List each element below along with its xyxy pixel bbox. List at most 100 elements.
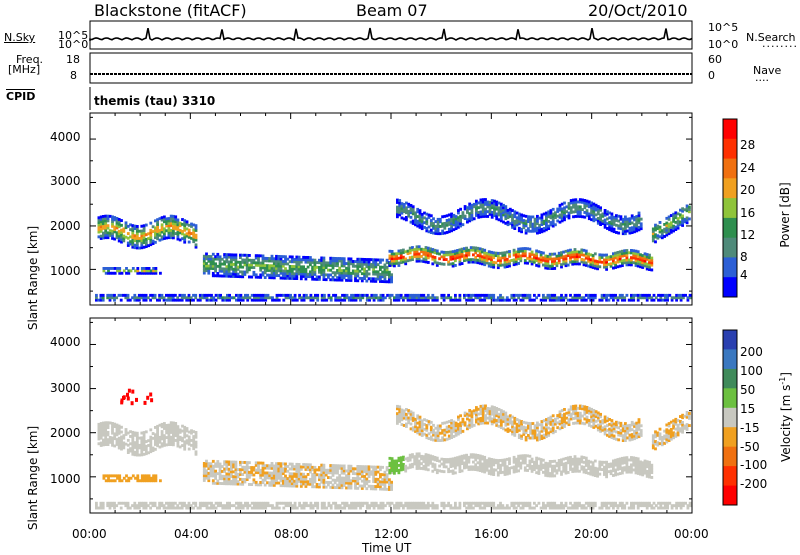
power-cell <box>418 245 421 248</box>
velocity-cell <box>235 461 238 464</box>
velocity-cell <box>430 421 433 424</box>
power-cell <box>565 294 568 297</box>
power-cell <box>127 294 130 297</box>
velocity-cell <box>205 460 208 463</box>
velocity-cell <box>314 466 317 469</box>
power-cell <box>214 262 217 265</box>
power-cell <box>161 223 164 226</box>
velocity-cell <box>462 418 465 421</box>
velocity-cell <box>284 475 287 478</box>
power-cell <box>598 265 601 268</box>
power-cell <box>492 294 495 297</box>
velocity-cell <box>284 463 287 466</box>
velocity-cell <box>473 424 476 427</box>
velocity-cell <box>161 430 164 433</box>
power-cell <box>464 215 467 218</box>
power-cell <box>508 250 511 253</box>
velocity-cell <box>427 468 430 471</box>
power-cell <box>127 232 130 235</box>
power-cell <box>294 294 297 297</box>
velocity-cell <box>418 452 421 455</box>
power-cell <box>654 240 657 243</box>
power-cell <box>459 294 462 297</box>
velocity-cell <box>386 476 389 479</box>
power-cell <box>309 256 312 259</box>
power-cell <box>529 294 532 297</box>
power-cell <box>381 259 384 262</box>
power-cell <box>419 209 422 212</box>
velocity-cell <box>410 423 413 426</box>
velocity-cell <box>323 464 326 467</box>
velocity-cell <box>155 479 158 482</box>
velocity-cell <box>127 479 130 482</box>
power-cell <box>443 263 446 266</box>
velocity-cell <box>122 437 125 440</box>
power-cell <box>388 271 391 274</box>
power-cell <box>159 272 162 275</box>
velocity-cell <box>650 476 653 479</box>
power-cell <box>145 224 148 227</box>
power-cell <box>626 294 629 297</box>
power-cell <box>350 258 353 261</box>
velocity-cell <box>159 479 162 482</box>
power-cell <box>410 216 413 219</box>
velocity-cell <box>149 428 152 431</box>
power-cell <box>484 198 487 201</box>
power-cell <box>439 218 442 221</box>
velocity-cell <box>484 405 487 408</box>
velocity-cell <box>650 464 653 467</box>
velocity-cell <box>155 474 158 477</box>
power-cell <box>195 243 198 246</box>
velocity-cell <box>195 441 198 444</box>
power-cell <box>291 256 294 259</box>
power-cell <box>483 249 486 252</box>
velocity-cell <box>262 462 265 465</box>
power-cell <box>554 223 557 226</box>
power-cell <box>640 222 643 225</box>
power-cell <box>194 294 197 297</box>
power-cell <box>461 262 464 265</box>
power-cell <box>529 248 532 251</box>
velocity-cell <box>271 462 274 465</box>
velocity-cell <box>517 469 520 472</box>
freq-panel-frame <box>90 53 692 83</box>
power-cell <box>155 267 158 270</box>
power-cell <box>174 215 177 218</box>
velocity-cell <box>255 481 258 484</box>
power-cell <box>504 205 507 208</box>
velocity-cell <box>563 425 566 428</box>
velocity-cell <box>257 466 260 469</box>
velocity-cell <box>216 460 219 463</box>
power-cell <box>586 209 589 212</box>
power-cell <box>640 218 643 221</box>
velocity-cell <box>120 431 123 434</box>
power-cell <box>436 250 439 253</box>
velocity-cell <box>174 422 177 425</box>
velocity-cell <box>350 465 353 468</box>
power-cell <box>434 256 437 259</box>
power-cell <box>398 199 401 202</box>
velocity-cell <box>439 425 442 428</box>
power-cell <box>391 250 394 253</box>
power-cell <box>278 299 281 302</box>
power-cell <box>613 228 616 231</box>
velocity-cell <box>432 424 435 427</box>
velocity-cell <box>323 466 326 469</box>
power-cell <box>681 215 684 218</box>
velocity-cell <box>235 463 238 466</box>
velocity-cell <box>398 405 401 408</box>
velocity-cell <box>434 463 437 466</box>
velocity-cell <box>343 465 346 468</box>
velocity-cell <box>214 470 217 473</box>
velocity-cell <box>563 408 566 411</box>
power-cell <box>648 254 651 257</box>
power-cell <box>216 253 219 256</box>
velocity-cell <box>177 425 180 428</box>
power-cell <box>517 262 520 265</box>
velocity-cell <box>598 473 601 476</box>
power-cell <box>248 254 251 257</box>
power-cell <box>253 271 256 274</box>
power-cell <box>316 294 319 297</box>
power-cell <box>107 224 110 227</box>
velocity-cell <box>648 461 651 464</box>
